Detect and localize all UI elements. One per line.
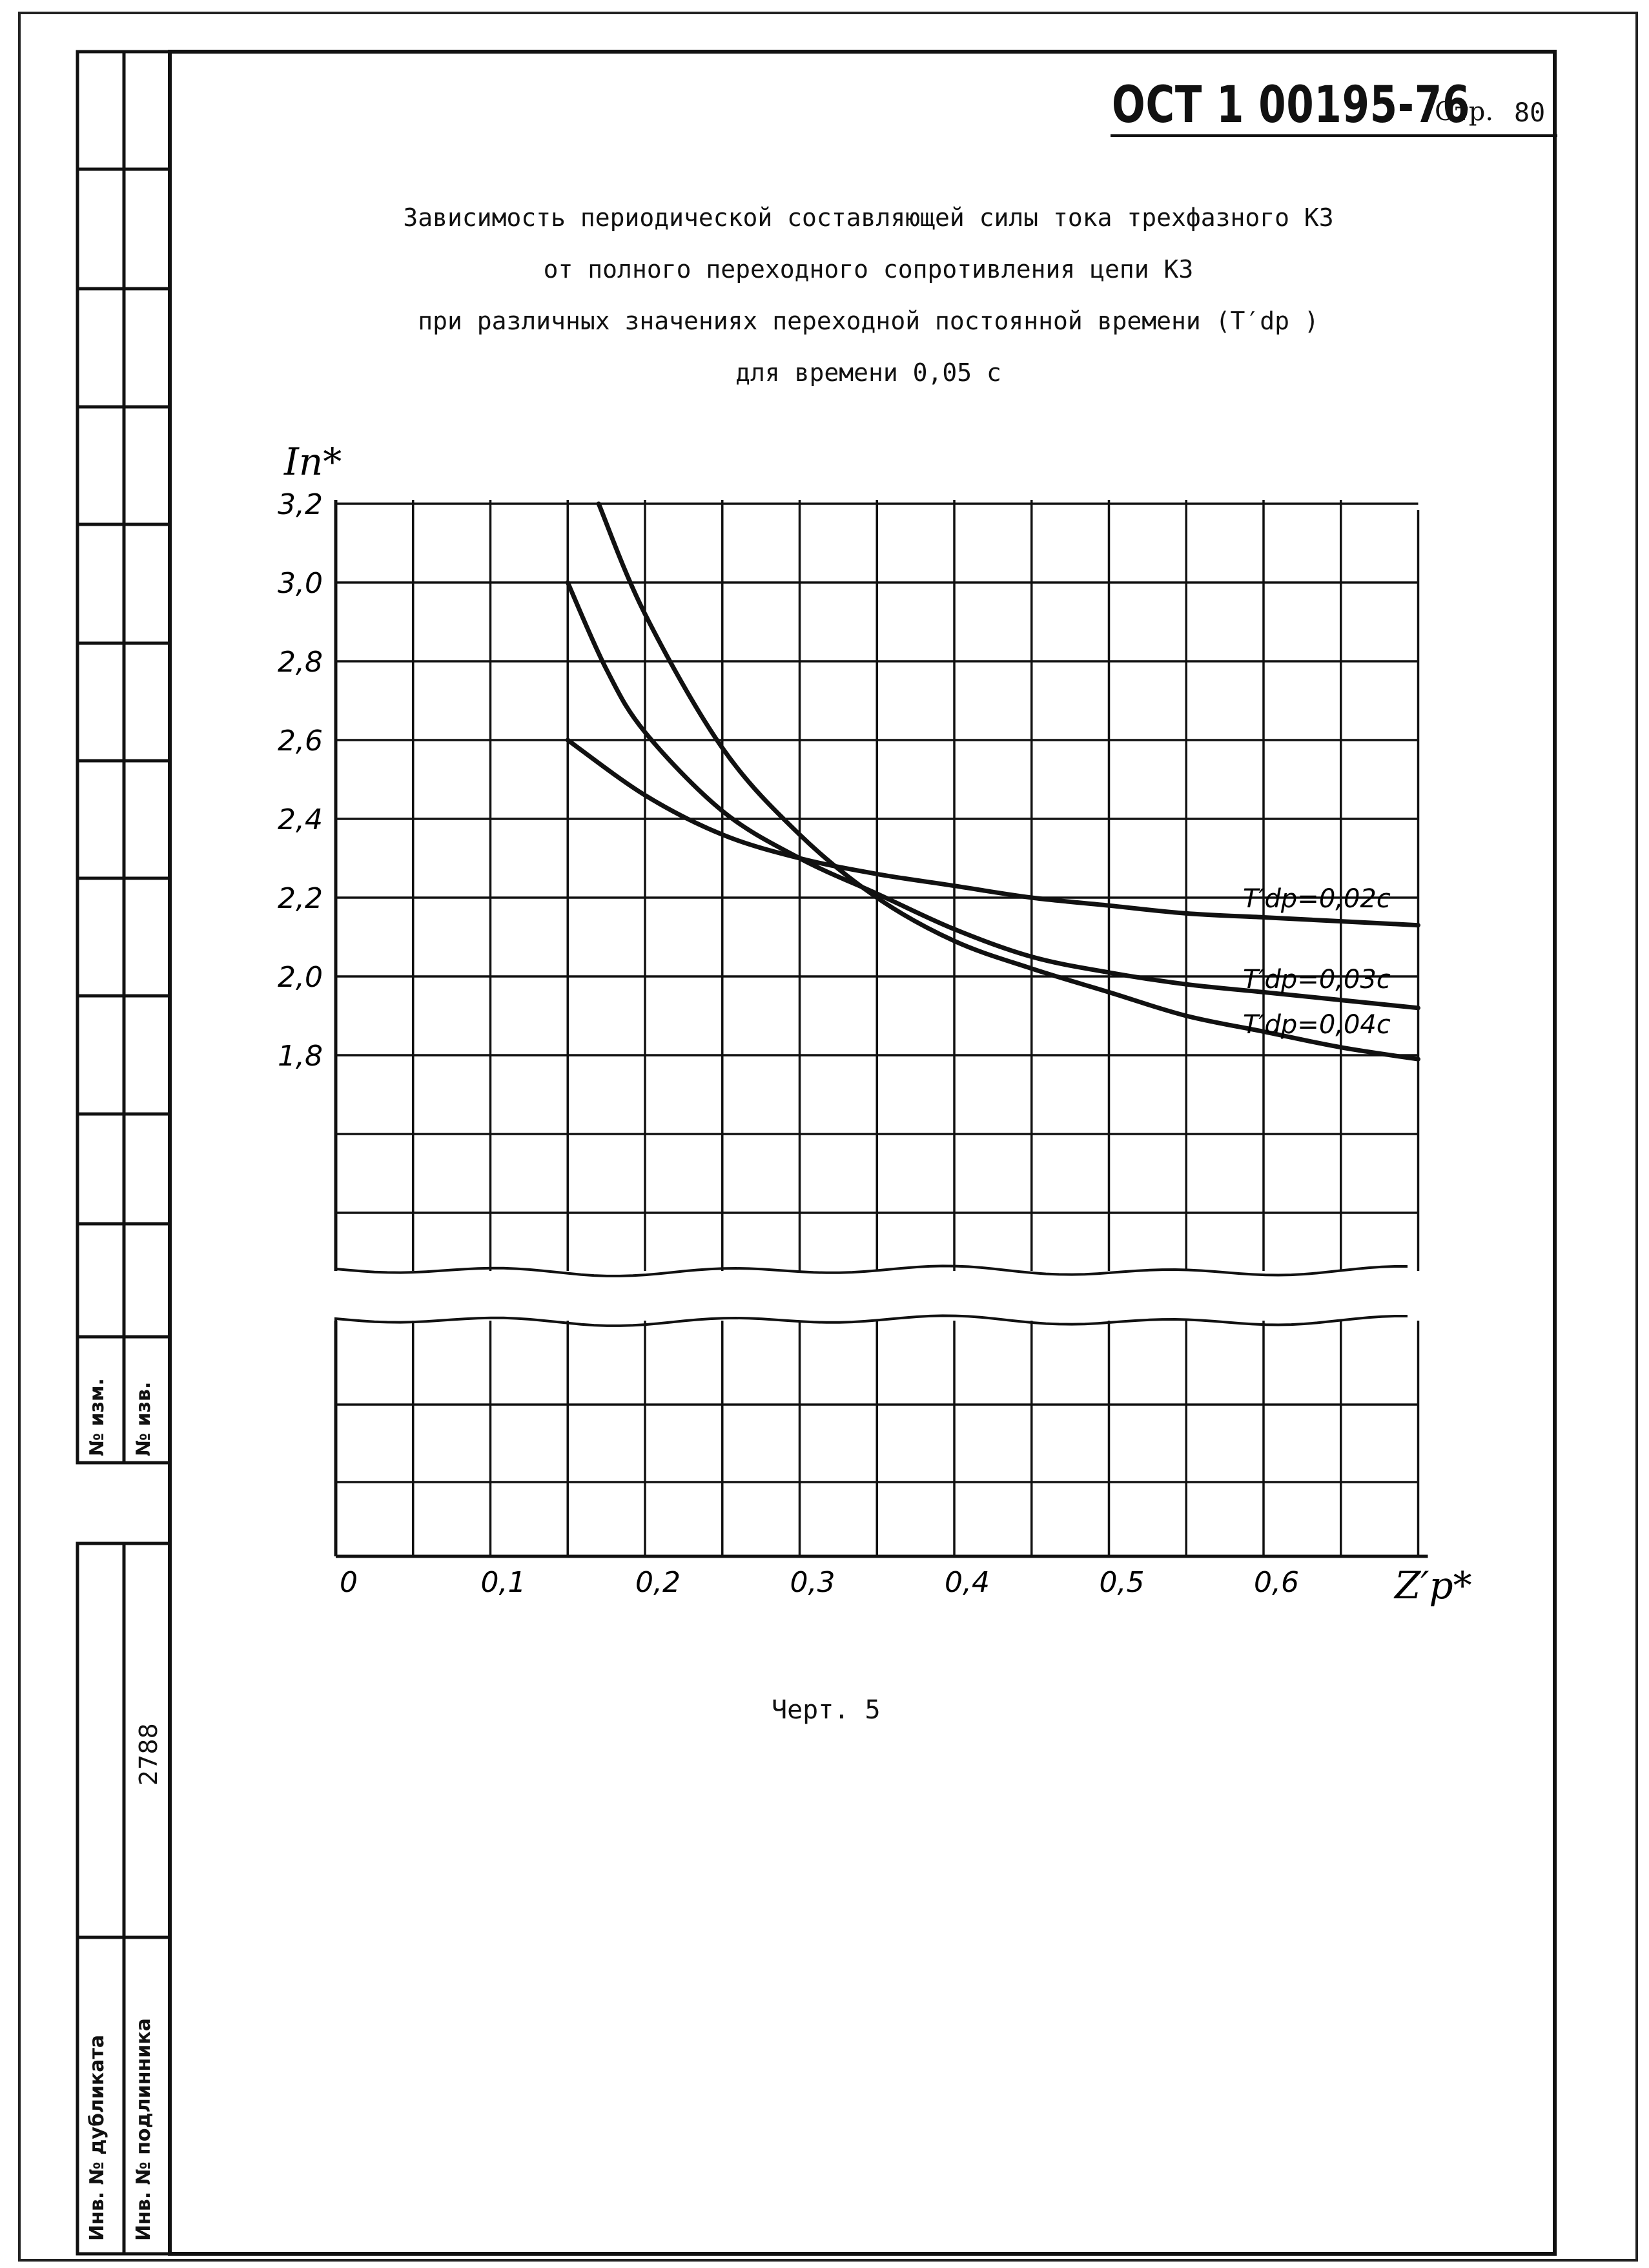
series-label-2: T′dp=0,03с [1243,965,1391,995]
series-label-3: T′dp=0,04с [1243,1010,1391,1040]
header-underline [1111,134,1557,137]
stamp-original-inv: Инв. № подлинника [132,2018,155,2241]
y-tick-label: 2,4 [278,803,323,836]
axis-break-lower [334,1314,1408,1327]
archive-number: 2788 [134,1723,163,1786]
title-line-1: Зависимость периодической составляющей с… [403,203,1334,232]
document-code: ОСТ 1 00195-76 [1112,76,1471,134]
x-axis-label: Z′p* [1393,1563,1472,1607]
x-tick-label: 0,3 [790,1566,835,1599]
lower-stamp-column [76,1541,172,2256]
title-line-3: при различных значениях переходной посто… [418,307,1319,335]
y-tick-label: 1,8 [278,1040,323,1073]
title-line-4: для времени 0,05 с [735,358,1001,387]
y-tick-label: 3,2 [278,488,323,521]
page-number: 80 [1514,98,1546,128]
x-tick-label: 0,2 [635,1566,681,1599]
y-tick-label: 2,8 [278,646,323,679]
page-label: Стр. [1435,97,1494,127]
series-label-1: T′dp=0,02с [1243,884,1391,914]
stamp-change-no: № изм. [86,1378,108,1456]
y-tick-label: 2,2 [278,882,323,915]
upper-stamp-column [76,50,172,1465]
figure-caption: Черт. 5 [772,1695,881,1725]
x-tick-label: 0,5 [1100,1566,1145,1599]
x-tick-label: 0 [340,1566,358,1599]
axis-break-upper [334,1264,1408,1277]
x-tick-label: 0,4 [945,1566,990,1599]
x-tick-label: 0,6 [1254,1566,1299,1599]
series-line-1 [565,737,1420,928]
series-line-3 [596,501,1420,1062]
stamp-notice-no: № изв. [132,1381,155,1456]
y-axis-label: In* [283,440,342,484]
x-tick-label: 0,1 [481,1566,526,1599]
outer-border [18,12,1638,2262]
stamp-duplicate-inv: Инв. № дубликата [86,2034,108,2241]
series-line-2 [565,580,1420,1011]
title-line-2: от полного переходного сопротивления цеп… [543,255,1194,284]
y-tick-label: 2,0 [278,961,323,994]
y-tick-label: 2,6 [278,725,323,758]
y-tick-label: 3,0 [278,567,323,600]
